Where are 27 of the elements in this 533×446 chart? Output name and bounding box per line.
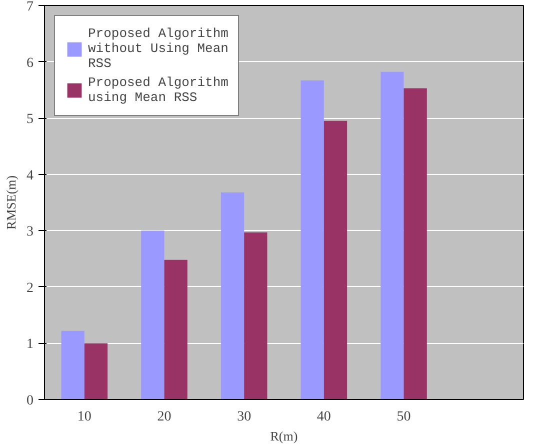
y-tick-label: 4 — [26, 168, 34, 184]
x-tick-label: 50 — [396, 410, 411, 424]
x-tick-label: 30 — [237, 410, 252, 424]
bar — [84, 343, 108, 400]
y-tick-label: 5 — [26, 112, 34, 128]
bar — [141, 230, 164, 400]
legend-label: Proposed Algorithm using Mean RSS — [88, 75, 228, 105]
y-tick-label: 1 — [26, 337, 34, 352]
y-tick-label: 2 — [26, 280, 34, 296]
x-tick-label: 10 — [77, 410, 92, 424]
x-axis-title: R(m) — [270, 428, 298, 444]
y-tick-label: 7 — [26, 0, 34, 14]
bar — [324, 120, 348, 400]
bar — [164, 260, 188, 400]
legend-label: Proposed Algorithm without Using Mean RSS — [88, 26, 228, 71]
bar — [244, 232, 268, 400]
y-tick-label: 6 — [26, 56, 34, 71]
bar — [404, 88, 427, 400]
y-axis-title: RMSE(m) — [4, 175, 18, 230]
y-tick-label: 3 — [26, 224, 34, 240]
bar — [61, 330, 84, 400]
y-tick-label: 0 — [26, 394, 34, 408]
bar — [220, 192, 244, 400]
bar — [380, 72, 404, 400]
x-tick-label: 20 — [157, 410, 172, 424]
bar — [300, 80, 324, 400]
x-tick-label: 40 — [316, 410, 331, 424]
